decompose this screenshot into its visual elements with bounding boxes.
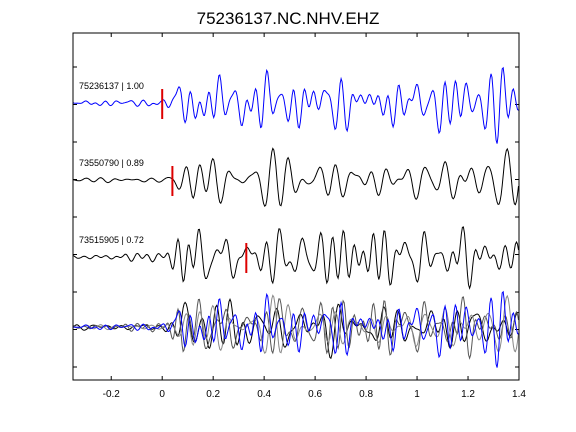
- trace-line: [72, 226, 519, 290]
- plot-frame: [72, 32, 520, 381]
- x-tick-label: 1: [414, 389, 420, 400]
- stack-trace-line: [72, 296, 519, 360]
- x-tick-label: -0.2: [103, 389, 121, 400]
- trace-line: [72, 147, 519, 208]
- chart-title: 75236137.NC.NHV.EHZ: [197, 9, 380, 28]
- plot-area: -0.2 0 0.2 0.4 0.6 0.8 1 1.2 1.4 75236137 | 1.00 7…: [72, 33, 526, 400]
- x-tick-label: 0.8: [359, 389, 373, 400]
- x-tick-label: 0.4: [257, 389, 271, 400]
- trace-label: 75236137 | 1.00: [79, 81, 144, 91]
- trace-label: 73515905 | 0.72: [79, 235, 144, 245]
- x-tick-label: 0.2: [206, 389, 220, 400]
- x-tick-label: 0.6: [308, 389, 322, 400]
- stack-trace-line: [72, 290, 519, 368]
- x-tick-label: 0: [159, 389, 165, 400]
- x-tick-label: 1.2: [461, 389, 475, 400]
- x-tick-label: 1.4: [512, 389, 526, 400]
- trace-line: [72, 66, 519, 144]
- trace-label: 73550790 | 0.89: [79, 158, 144, 168]
